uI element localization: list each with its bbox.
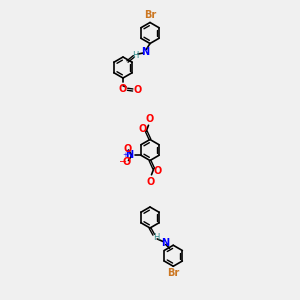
Text: −: − (119, 157, 128, 166)
Text: +: + (122, 152, 128, 158)
Text: N: N (125, 150, 134, 160)
Text: O: O (154, 166, 162, 176)
Text: H: H (132, 51, 138, 60)
Text: O: O (118, 84, 126, 94)
Text: O: O (147, 177, 155, 187)
Text: O: O (146, 114, 154, 124)
Text: Br: Br (167, 268, 179, 278)
Text: H: H (153, 233, 159, 242)
Text: O: O (134, 85, 142, 95)
Text: Br: Br (144, 10, 156, 20)
Text: N: N (141, 47, 150, 57)
Text: N: N (161, 238, 169, 248)
Text: O: O (123, 143, 131, 154)
Text: O: O (139, 124, 147, 134)
Text: O: O (122, 157, 131, 166)
